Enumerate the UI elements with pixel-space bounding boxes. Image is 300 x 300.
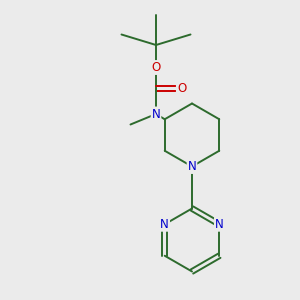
Text: N: N [152,107,160,121]
Text: N: N [215,218,224,231]
Text: O: O [177,82,186,95]
Text: O: O [152,61,160,74]
Text: N: N [160,218,169,231]
Text: N: N [188,160,196,173]
